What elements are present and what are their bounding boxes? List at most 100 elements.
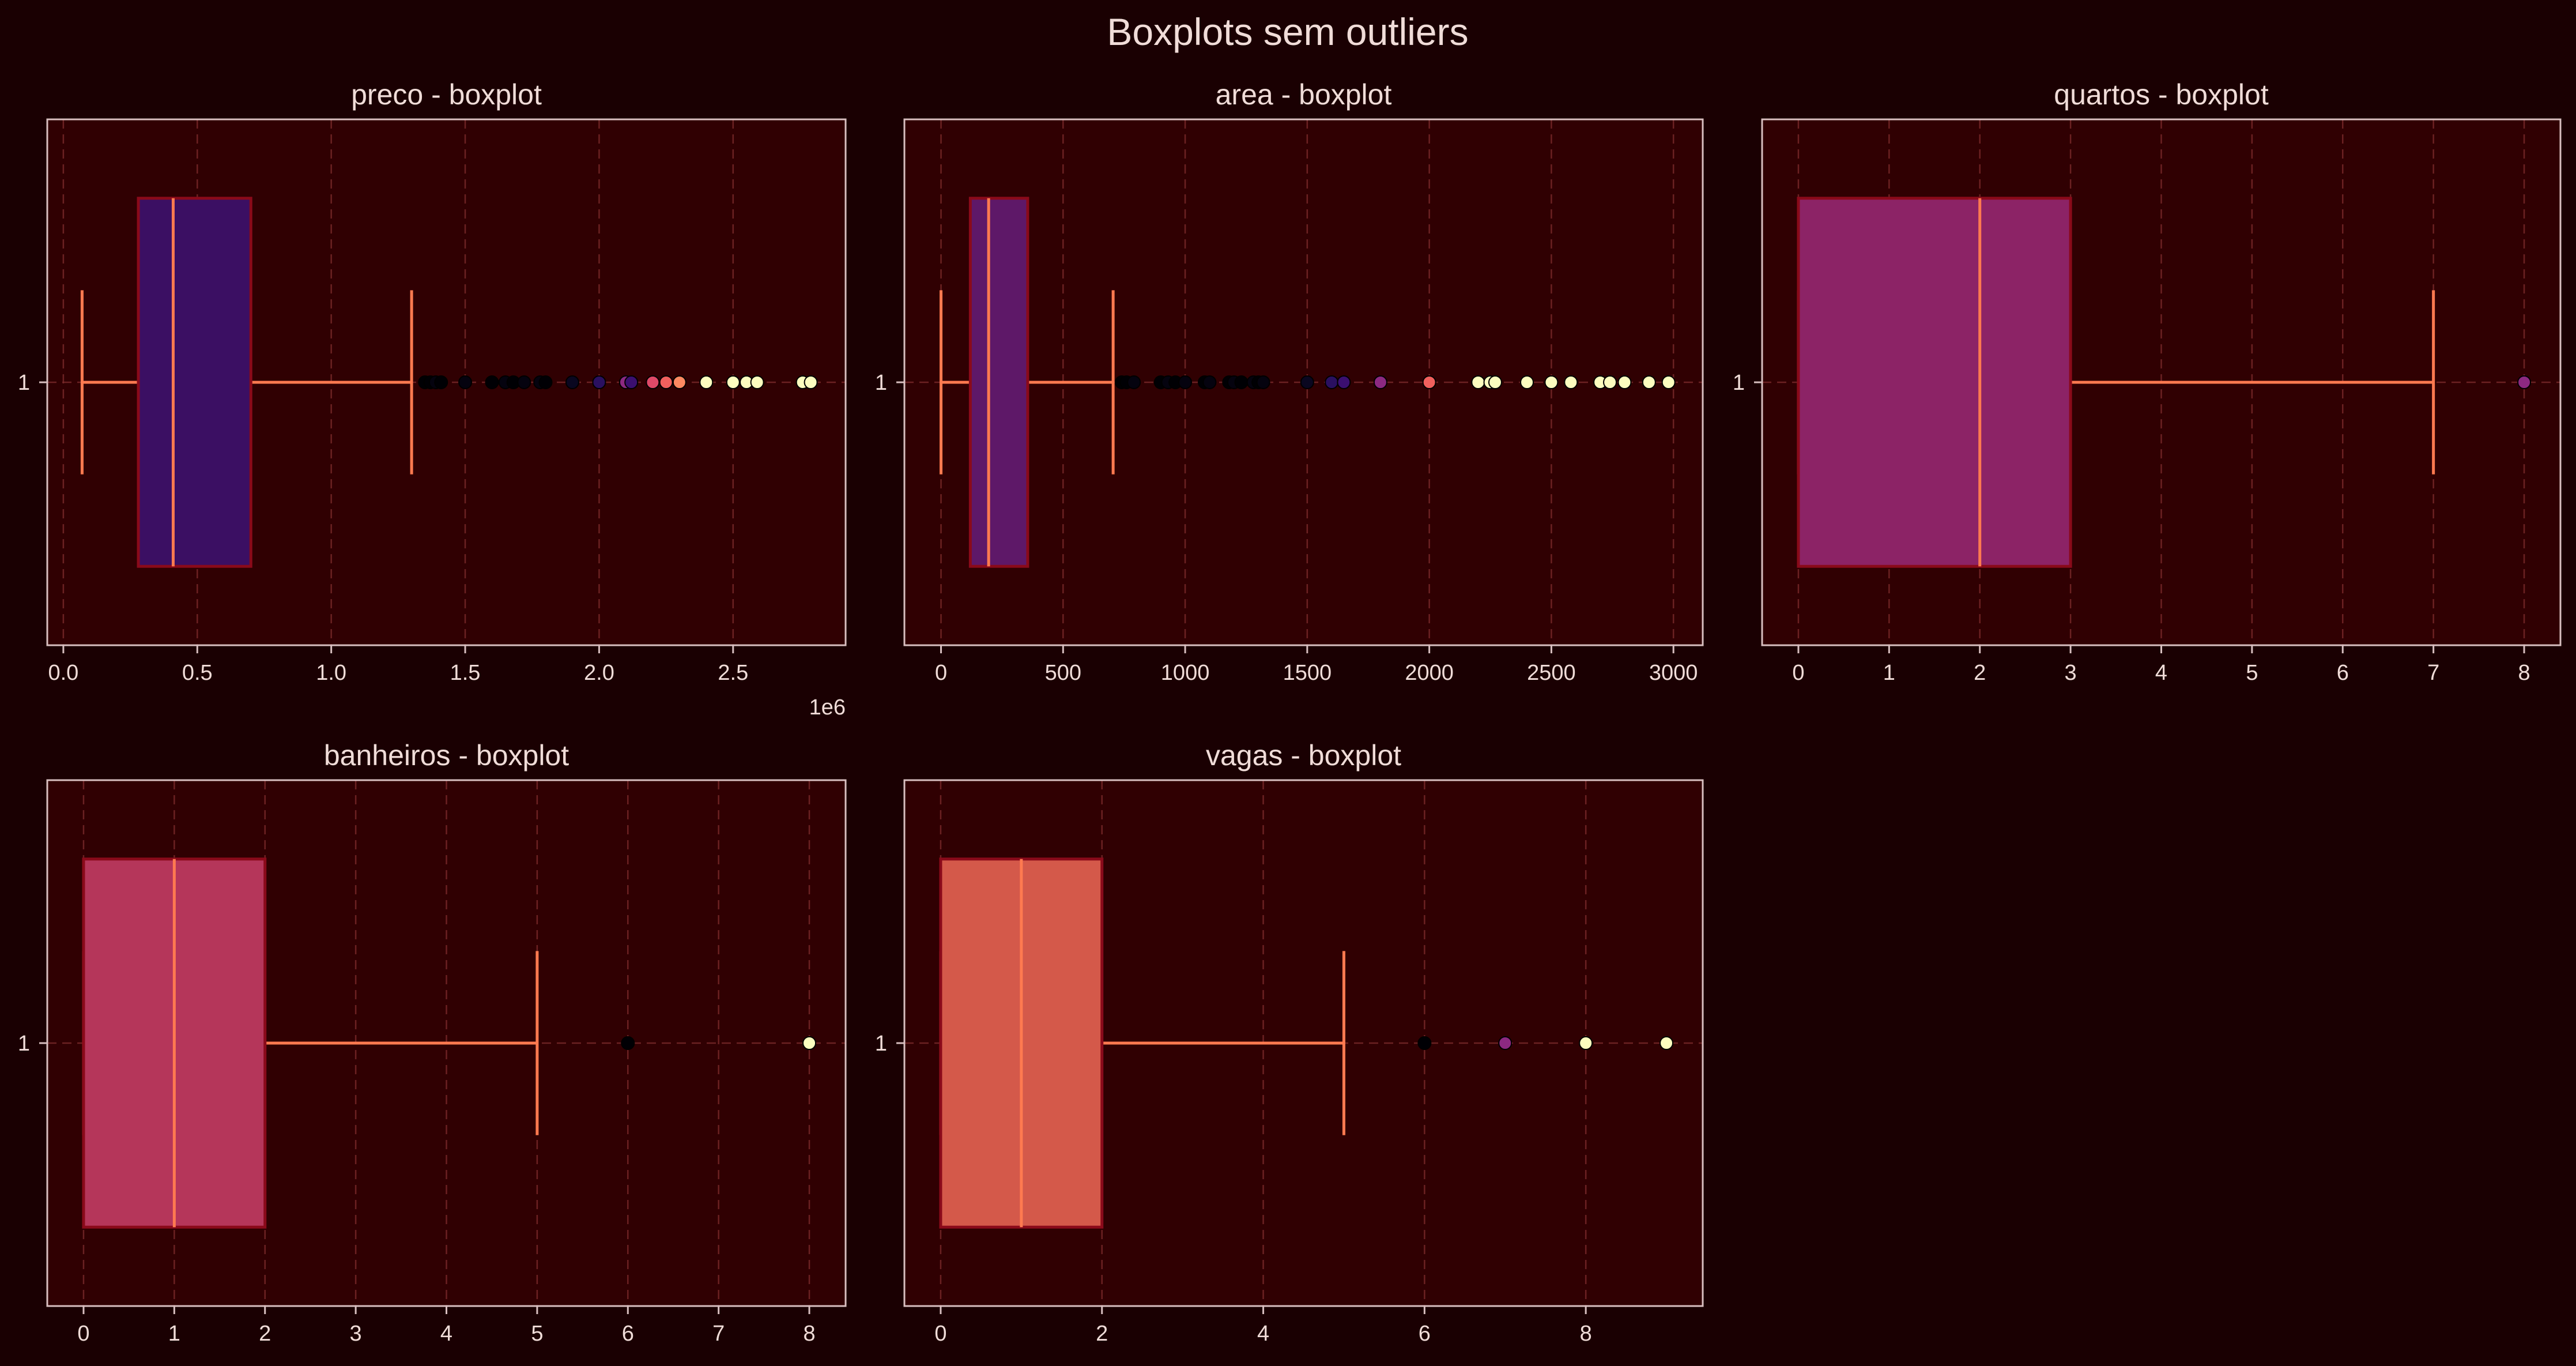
outlier-point (517, 375, 531, 389)
x-tick-label: 0 (935, 661, 947, 685)
outlier-point (672, 375, 687, 389)
outlier-point (624, 375, 639, 389)
outlier-point (565, 375, 579, 389)
outlier-point (1520, 375, 1534, 389)
outlier-point (1564, 375, 1578, 389)
x-tick-label: 3 (2065, 661, 2077, 685)
subplot-title: preco - boxplot (351, 78, 542, 111)
x-tick-label: 4 (1257, 1322, 1269, 1346)
x-tick-label: 3 (350, 1322, 362, 1346)
x-tick-label: 5 (2246, 661, 2258, 685)
subplot-1: 0.0 0.5 1.0 1.5 2.0 2.5 1 preco - boxplot 1e6 (18, 78, 847, 720)
outlier-point (1642, 375, 1656, 389)
outlier-point (1178, 375, 1193, 389)
subplot-title: vagas - boxplot (1206, 739, 1401, 772)
x-tick-label: 5 (531, 1322, 543, 1346)
x-tick-label: 1.0 (316, 661, 346, 685)
x-tick-label: 6 (2337, 661, 2349, 685)
box (968, 197, 1029, 568)
outlier-point (1417, 1036, 1432, 1050)
y-tick-label: 1 (875, 1032, 887, 1056)
outlier-point (1603, 375, 1617, 389)
outlier-point (1617, 375, 1632, 389)
x-offset-text: 1e6 (809, 695, 846, 720)
outlier-point (2517, 375, 2532, 389)
outlier-point (1337, 375, 1351, 389)
x-tick-label: 8 (1580, 1322, 1592, 1346)
x-tick-label: 2500 (1527, 661, 1576, 685)
box (137, 197, 252, 568)
x-tick-label: 6 (1419, 1322, 1431, 1346)
outlier-point (1471, 375, 1485, 389)
outlier-point (1202, 375, 1217, 389)
subplot-2: 0 500 1000 1500 2000 2500 3000 1 area - boxplot (875, 78, 1704, 685)
outlier-point (1300, 375, 1314, 389)
outlier-point (659, 375, 673, 389)
subplot-3: 0 1 2 3 4 5 6 7 8 1 quartos - boxplot (1733, 78, 2562, 685)
outlier-point (750, 375, 764, 389)
outlier-point (1498, 1036, 1513, 1050)
outlier-point (592, 375, 606, 389)
x-tick-label: 0 (77, 1322, 89, 1346)
outlier-point (1234, 375, 1249, 389)
x-tick-label: 7 (2427, 661, 2439, 685)
outlier-point (1325, 375, 1339, 389)
outlier-point (1373, 375, 1387, 389)
x-tick-label: 1500 (1283, 661, 1332, 685)
outlier-point (1422, 375, 1436, 389)
outlier-point (1579, 1036, 1593, 1050)
subplot-title: area - boxplot (1216, 78, 1392, 111)
subplot-4: 0 1 2 3 4 5 6 7 8 1 banheiros - boxplot (18, 739, 847, 1346)
x-tick-label: 2.5 (718, 661, 748, 685)
y-tick-label: 1 (18, 371, 30, 395)
outlier-point (621, 1036, 635, 1050)
x-tick-label: 2 (1974, 661, 1986, 685)
subplot-title: quartos - boxplot (2054, 78, 2269, 111)
x-tick-label: 0 (1792, 661, 1804, 685)
x-tick-label: 500 (1045, 661, 1081, 685)
x-tick-label: 1 (168, 1322, 180, 1346)
outlier-point (726, 375, 740, 389)
x-tick-label: 1000 (1161, 661, 1210, 685)
box (1797, 197, 2072, 568)
outlier-point (1488, 375, 1502, 389)
outlier-point (538, 375, 553, 389)
outlier-point (1256, 375, 1270, 389)
x-tick-label: 2 (259, 1322, 271, 1346)
x-tick-label: 4 (2155, 661, 2167, 685)
y-tick-label: 1 (875, 371, 887, 395)
x-tick-label: 0.0 (48, 661, 78, 685)
x-tick-label: 1.5 (450, 661, 481, 685)
outlier-point (699, 375, 714, 389)
outlier-point (434, 375, 448, 389)
outlier-point (646, 375, 660, 389)
outlier-point (485, 375, 499, 389)
x-tick-label: 3000 (1649, 661, 1698, 685)
outlier-point (458, 375, 473, 389)
x-tick-label: 8 (803, 1322, 815, 1346)
x-tick-label: 1 (1883, 661, 1895, 685)
outlier-point (1544, 375, 1559, 389)
x-tick-label: 2000 (1405, 661, 1454, 685)
subplot-5: 0 2 4 6 8 1 vagas - boxplot (875, 739, 1704, 1346)
y-tick-label: 1 (18, 1032, 30, 1056)
y-tick-label: 1 (1733, 371, 1745, 395)
outlier-point (804, 375, 818, 389)
x-tick-label: 0 (934, 1322, 946, 1346)
subplot-title: banheiros - boxplot (324, 739, 569, 772)
outlier-point (1127, 375, 1141, 389)
x-tick-label: 0.5 (182, 661, 213, 685)
outlier-point (802, 1036, 817, 1050)
outlier-point (1659, 1036, 1674, 1050)
x-tick-label: 8 (2518, 661, 2530, 685)
x-tick-label: 7 (712, 1322, 725, 1346)
outlier-point (1661, 375, 1676, 389)
x-tick-label: 4 (440, 1322, 452, 1346)
x-tick-label: 6 (622, 1322, 634, 1346)
x-tick-label: 2.0 (584, 661, 614, 685)
figure-title: Boxplots sem outliers (1107, 10, 1468, 53)
x-tick-label: 2 (1096, 1322, 1108, 1346)
